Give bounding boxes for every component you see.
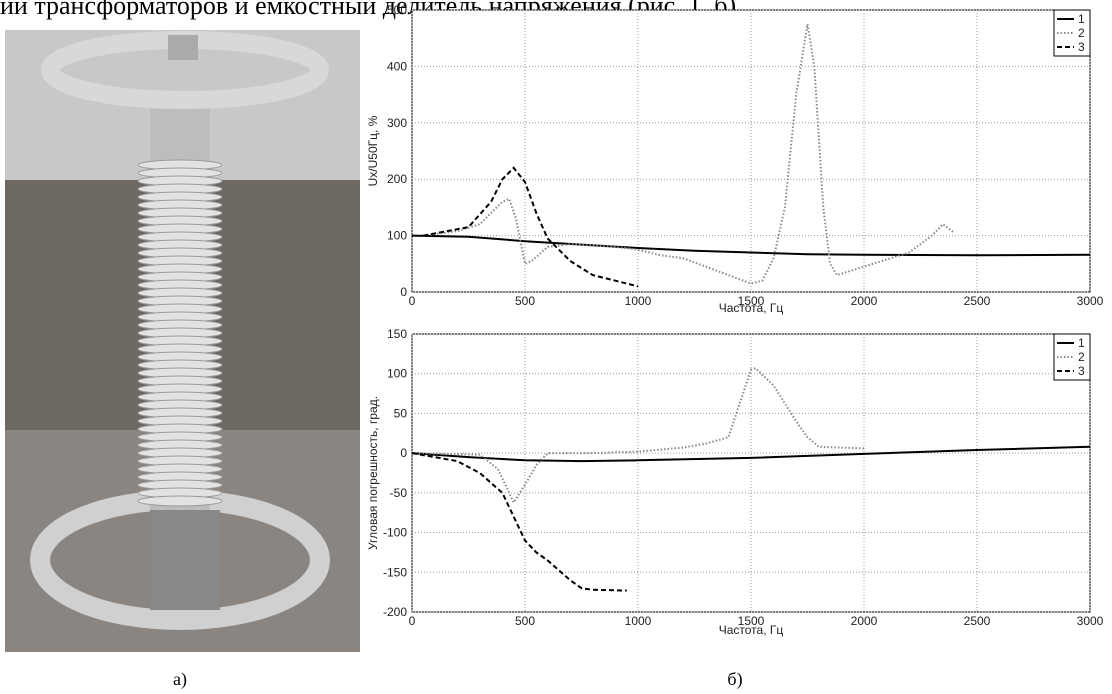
y-axis-label: Ux/U50Гц, % xyxy=(366,115,380,186)
x-tick-label: 1000 xyxy=(625,294,652,308)
y-tick-label: -100 xyxy=(383,526,407,540)
caption: б) xyxy=(727,669,742,690)
legend-label: 1 xyxy=(1078,12,1085,26)
x-tick-label: 2000 xyxy=(851,294,878,308)
y-tick-label: 300 xyxy=(387,116,407,130)
x-tick-label: 1500 xyxy=(738,614,765,628)
y-tick-label: 100 xyxy=(387,229,407,243)
data-line xyxy=(411,445,1091,463)
legend-label: 3 xyxy=(1078,364,1085,378)
x-tick-label: 2000 xyxy=(851,614,878,628)
y-tick-label: 200 xyxy=(387,172,407,186)
y-tick-label: 0 xyxy=(400,446,407,460)
rib xyxy=(137,495,223,507)
y-tick-label: 500 xyxy=(387,3,407,17)
data-line xyxy=(423,166,639,288)
y-axis-label: Угловая погрешность, град. xyxy=(366,396,380,550)
x-tick-label: 3000 xyxy=(1077,614,1104,628)
y-tick-label: -150 xyxy=(383,565,407,579)
x-tick-label: 0 xyxy=(409,614,416,628)
y-tick-label: -50 xyxy=(390,486,408,500)
x-tick-label: 0 xyxy=(409,294,416,308)
legend-label: 2 xyxy=(1078,26,1085,40)
y-tick-label: 50 xyxy=(394,406,408,420)
y-tick-label: -200 xyxy=(383,605,407,619)
y-tick-label: 100 xyxy=(387,367,407,381)
y-tick-label: 0 xyxy=(400,285,407,299)
x-tick-label: 2500 xyxy=(964,294,991,308)
caption: а) xyxy=(173,669,187,690)
x-axis-label: Частота, Гц xyxy=(719,301,784,315)
data-line xyxy=(411,234,1091,257)
legend-label: 1 xyxy=(1078,336,1085,350)
x-tick-label: 1500 xyxy=(738,294,765,308)
x-tick-label: 500 xyxy=(515,294,535,308)
x-axis-label: Частота, Гц xyxy=(719,623,784,637)
x-tick-label: 1000 xyxy=(625,614,652,628)
photo xyxy=(5,30,360,652)
x-tick-label: 2500 xyxy=(964,614,991,628)
x-tick-label: 3000 xyxy=(1077,294,1104,308)
y-tick-label: 150 xyxy=(387,327,407,341)
legend-box xyxy=(1053,333,1091,381)
y-tick-label: 400 xyxy=(387,59,407,73)
legend-label: 3 xyxy=(1078,40,1085,54)
x-tick-label: 500 xyxy=(515,614,535,628)
data-line xyxy=(411,452,627,592)
legend-label: 2 xyxy=(1078,350,1085,364)
